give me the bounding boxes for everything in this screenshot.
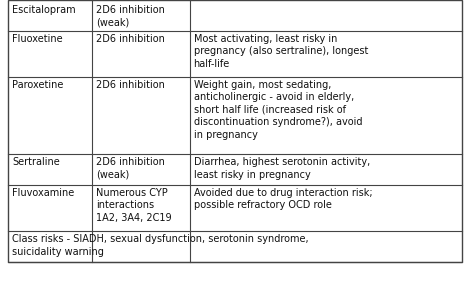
Text: Numerous CYP
interactions
1A2, 3A4, 2C19: Numerous CYP interactions 1A2, 3A4, 2C19 xyxy=(96,188,172,223)
Text: 2D6 inhibition
(weak): 2D6 inhibition (weak) xyxy=(96,157,165,179)
Text: Weight gain, most sedating,
anticholinergic - avoid in elderly,
short half life : Weight gain, most sedating, anticholiner… xyxy=(193,80,362,140)
Text: 2D6 inhibition: 2D6 inhibition xyxy=(96,34,165,44)
Bar xyxy=(8,0,462,262)
Bar xyxy=(8,0,462,262)
Text: Sertraline: Sertraline xyxy=(12,157,60,167)
Text: Fluvoxamine: Fluvoxamine xyxy=(12,188,74,198)
Text: Most activating, least risky in
pregnancy (also sertraline), longest
half-life: Most activating, least risky in pregnanc… xyxy=(193,34,368,69)
Text: Avoided due to drug interaction risk;
possible refractory OCD role: Avoided due to drug interaction risk; po… xyxy=(193,188,372,210)
Text: 2D6 inhibition: 2D6 inhibition xyxy=(96,80,165,90)
Text: Fluoxetine: Fluoxetine xyxy=(12,34,63,44)
Text: Class risks - SIADH, sexual dysfunction, serotonin syndrome,
suicidality warning: Class risks - SIADH, sexual dysfunction,… xyxy=(12,234,309,257)
Text: Diarrhea, highest serotonin activity,
least risky in pregnancy: Diarrhea, highest serotonin activity, le… xyxy=(193,157,370,179)
Text: 2D6 inhibition
(weak): 2D6 inhibition (weak) xyxy=(96,5,165,28)
Text: Escitalopram: Escitalopram xyxy=(12,5,76,15)
Text: Paroxetine: Paroxetine xyxy=(12,80,64,90)
